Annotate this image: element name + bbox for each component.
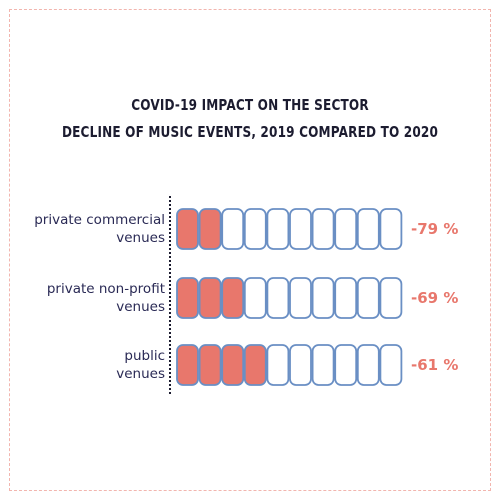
unit-filled [221, 277, 245, 319]
dashed-frame [9, 9, 491, 491]
category-label-line: public [124, 348, 165, 364]
unit-empty [311, 344, 335, 386]
category-label-line: venues [116, 230, 165, 246]
category-label-line: private non-profit [46, 281, 165, 297]
unit-filled [176, 344, 199, 386]
unit-empty [311, 277, 335, 319]
decline-value-label: -69 % [411, 289, 459, 307]
unit-empty [311, 208, 335, 250]
unit-empty [289, 277, 312, 319]
unit-empty [356, 208, 380, 250]
unit-empty [266, 344, 290, 386]
unit-empty [379, 344, 403, 386]
unit-empty [334, 344, 358, 386]
unit-row [176, 208, 403, 250]
unit-empty [379, 208, 403, 250]
unit-empty [289, 208, 312, 250]
unit-empty [379, 277, 403, 319]
unit-empty [334, 277, 358, 319]
unit-empty [289, 344, 312, 386]
unit-filled [176, 208, 199, 250]
unit-empty [334, 208, 358, 250]
unit-empty [266, 277, 290, 319]
decline-value-label: -79 % [411, 220, 459, 238]
decline-value-label: -61 % [411, 356, 459, 374]
category-label-line: venues [116, 366, 165, 382]
category-label-line: private commercial [34, 212, 165, 228]
unit-empty [356, 277, 380, 319]
dotted-axis [169, 196, 171, 394]
unit-empty [243, 277, 267, 319]
category-label: private non-profit venues [47, 280, 165, 316]
unit-empty [266, 208, 290, 250]
chart-title-line-2: DECLINE OF MUSIC EVENTS, 2019 COMPARED T… [61, 123, 439, 141]
category-label: public venues [116, 347, 165, 383]
unit-row [176, 277, 403, 319]
unit-filled [176, 277, 199, 319]
unit-filled [221, 344, 245, 386]
unit-filled [198, 208, 222, 250]
category-label-line: venues [116, 299, 165, 315]
unit-filled [243, 344, 267, 386]
unit-empty [243, 208, 267, 250]
unit-empty [221, 208, 245, 250]
unit-empty [356, 344, 380, 386]
category-label: private commercial venues [34, 211, 165, 247]
chart-title-line-1: COVID-19 IMPACT ON THE SECTOR [131, 96, 369, 114]
unit-filled [198, 277, 222, 319]
unit-filled [198, 344, 222, 386]
unit-row [176, 344, 403, 386]
